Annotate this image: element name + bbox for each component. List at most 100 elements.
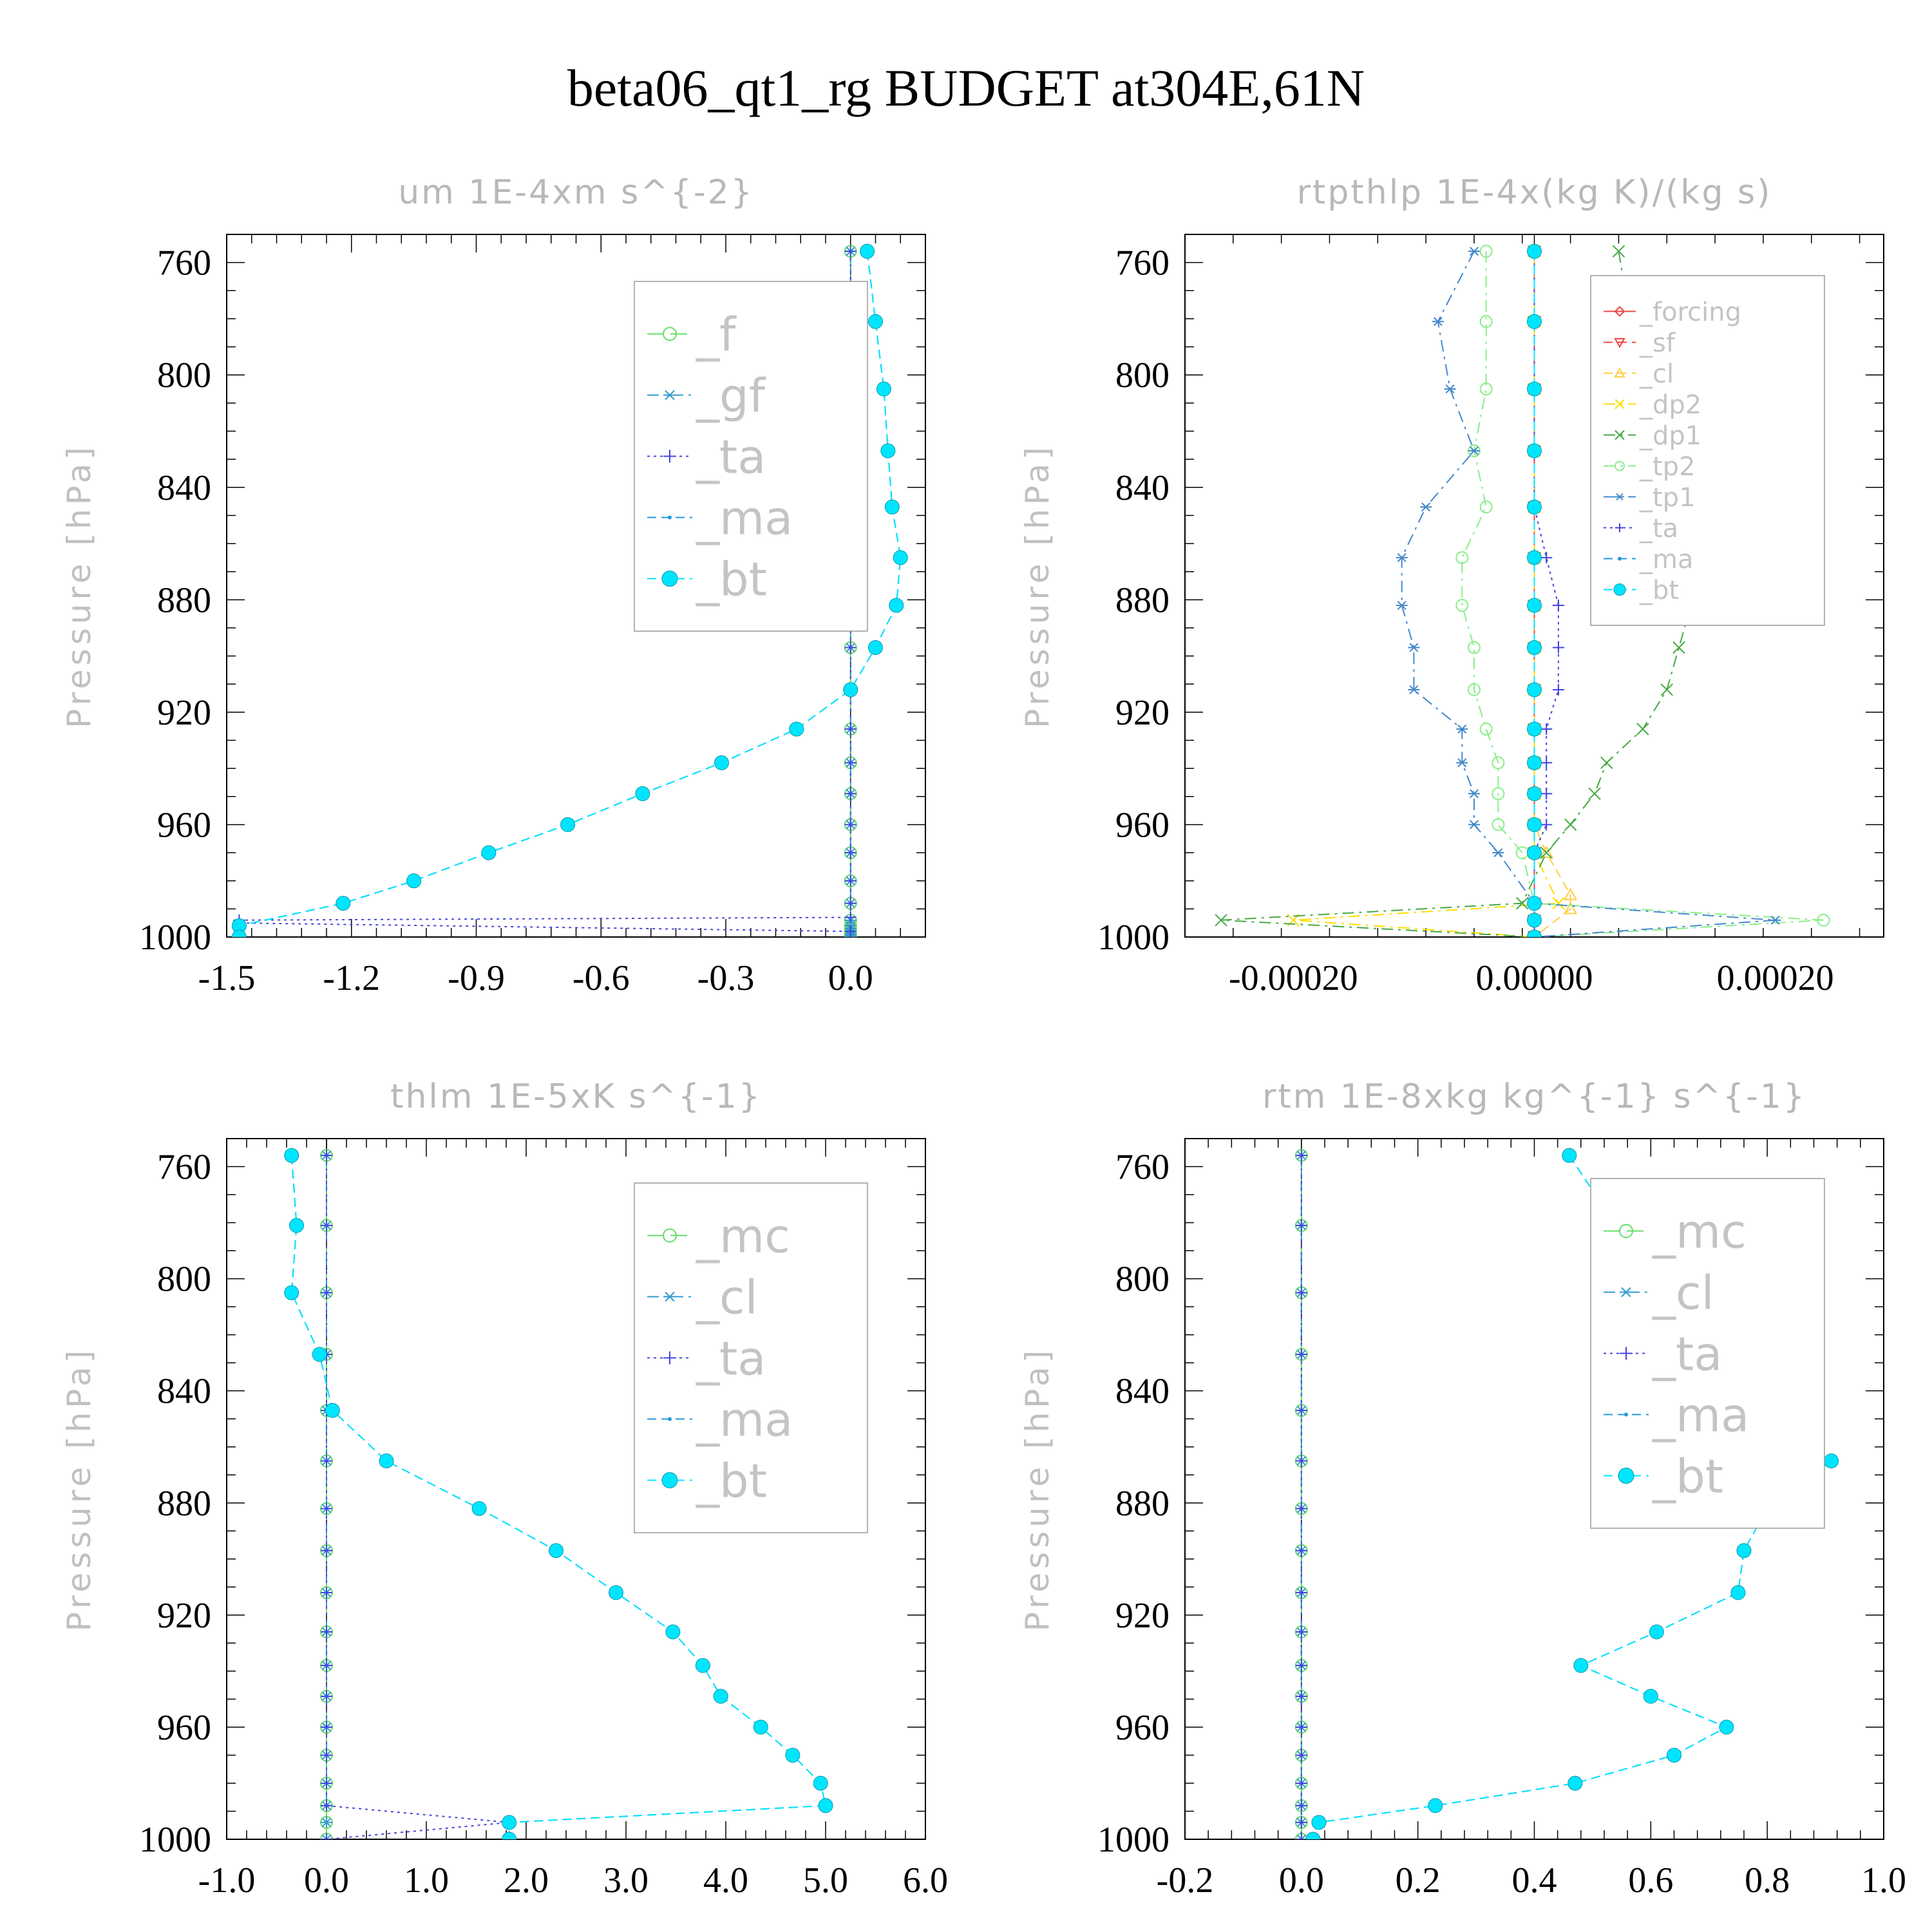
chart-title: um 1E-4xm s^{-2} [398,173,754,212]
data-point [1295,1834,1307,1839]
y-tick-label: 760 [1115,243,1170,283]
data-point [321,1690,332,1703]
y-axis-label: Pressure [hPa] [1019,443,1056,728]
legend-marker [1614,367,1625,378]
data-point [844,875,857,887]
data-point [844,788,857,800]
legend-label: _cl [696,1270,758,1324]
data-point [1730,1585,1746,1600]
data-point [753,1719,768,1735]
data-point [1295,1690,1307,1703]
x-tick-label: 5.0 [803,1861,848,1900]
legend-marker [668,515,672,520]
legend-label: _tp1 [1639,483,1696,513]
y-tick-label: 880 [157,580,211,620]
y-tick-label: 800 [157,1260,211,1300]
data-point [321,1799,332,1812]
chart-panel-4: -0.2 0.0 0.2 0.4 0.6 0.8 1.0 760 800 840 880 920 960… [1019,1077,1906,1900]
y-tick-label: 1000 [139,918,211,958]
data-point [284,1148,299,1163]
legend-label: _forcing [1639,298,1741,327]
y-tick-label: 1000 [1097,1820,1170,1860]
y-tick-label: 1000 [139,1820,211,1860]
legend-label: _gf [696,368,766,422]
series-line-bt [238,251,902,937]
legend-label: _dp2 [1639,390,1701,420]
data-point [1527,598,1542,613]
data-point [289,1218,304,1233]
data-point [560,817,576,832]
data-point [1468,247,1480,256]
data-point [321,1833,332,1839]
data-point [1736,1543,1752,1558]
y-tick-label: 840 [1115,468,1170,508]
legend: _mc _cl _ta _ma _bt [1590,1178,1825,1529]
data-point [1527,845,1542,860]
x-tick-label: -1.2 [323,958,380,998]
data-point [1567,1776,1583,1791]
chart-panel-2: -0.00020 0.00000 0.00020 760 800 840 880 920 960… [1019,173,1884,998]
chart-title: rtm 1E-8xkg kg^{-1} s^{-1} [1262,1077,1806,1116]
legend-label: _mc [696,1209,790,1263]
legend-marker [1615,493,1624,501]
y-tick-label: 760 [157,1148,211,1188]
legend-marker [1614,306,1625,317]
legend-label: _sf [1639,328,1676,358]
data-point [1552,896,1565,910]
legend-marker [1619,1224,1633,1238]
legend-marker [663,450,676,463]
data-point [1539,846,1553,858]
legend-marker [668,1417,672,1421]
x-tick-label: -0.6 [573,958,630,998]
legend-marker [1624,1412,1628,1417]
data-point [321,1219,332,1231]
data-point [321,1625,332,1638]
data-point [1552,600,1564,612]
data-point [1455,551,1469,564]
data-point [502,1815,517,1830]
data-point [860,243,875,259]
data-point [868,314,883,329]
legend-label: _ma [1652,1388,1749,1442]
data-point [844,847,857,859]
chart-panel-3: -1.0 0.0 1.0 2.0 3.0 4.0 5.0 6.0 760 800 840 880 920… [61,1077,948,1900]
data-point [321,1150,332,1162]
data-point [1527,381,1542,397]
legend-label: _bt [1652,1449,1723,1503]
series-line-ta [326,1155,509,1839]
data-point [1408,643,1420,652]
data-point [379,1453,394,1468]
data-point [785,1747,800,1763]
legend-label: _ma [696,491,793,545]
legend-marker [661,571,678,587]
chart-title: thlm 1E-5xK s^{-1} [390,1077,762,1116]
data-point [1824,1453,1839,1468]
series-line-ta [1533,251,1559,937]
data-point [336,896,351,911]
legend: _f _gf _ta _ma _bt [634,281,868,632]
data-point [1467,683,1481,696]
legend-label: _tp2 [1639,452,1696,482]
x-tick-label: 0.2 [1396,1861,1441,1900]
y-tick-label: 880 [1115,1484,1170,1524]
data-point [1527,550,1542,565]
series-line-tp2 [1461,251,1824,937]
x-tick-label: 0.0 [1279,1861,1324,1900]
x-tick-label: 0.0 [828,958,873,998]
data-point [321,1817,332,1827]
y-tick-label: 960 [1115,1708,1170,1748]
data-point [1527,721,1542,737]
legend-marker [1613,583,1626,596]
data-point [1492,756,1505,770]
data-point [1295,1749,1307,1761]
data-point [321,1455,332,1467]
legend-marker [1618,1468,1634,1484]
data-point [1540,723,1553,735]
data-point [1467,641,1481,654]
x-tick-label: 0.0 [304,1861,349,1900]
legend-marker [1614,337,1625,348]
x-tick-label: 4.0 [703,1861,748,1900]
data-point [1468,789,1480,799]
data-point [321,1721,332,1733]
data-point [1612,245,1625,258]
